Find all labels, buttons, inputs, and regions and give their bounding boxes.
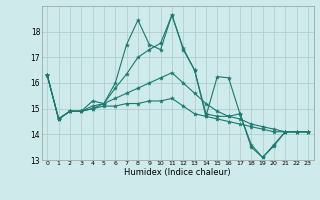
X-axis label: Humidex (Indice chaleur): Humidex (Indice chaleur) <box>124 168 231 177</box>
